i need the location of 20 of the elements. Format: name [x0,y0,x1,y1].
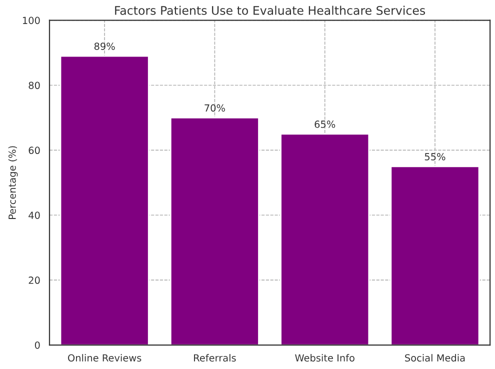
y-tick-label: 60 [28,146,40,154]
x-tick-label: Social Media [405,354,465,362]
x-tick-label: Online Reviews [68,354,142,362]
bar [390,166,480,346]
chart-title: Factors Patients Use to Evaluate Healthcare Services [115,6,426,15]
bar [280,133,370,346]
y-tick-label: 0 [34,341,40,349]
bar [170,117,260,346]
y-tick-label: 40 [28,212,40,219]
data-label: 65% [314,120,336,128]
y-axis-title: Percentage (%) [8,146,18,219]
y-tick-label: 20 [28,276,40,284]
y-tick-label: 100 [22,16,40,24]
x-tick-label: Referrals [194,354,236,362]
data-label: 89% [94,42,115,50]
data-label: 55% [424,153,446,160]
x-tick-label: Website Info [295,354,354,362]
bar [60,55,150,346]
data-label: 70% [204,104,225,112]
y-tick-label: 80 [28,82,40,90]
